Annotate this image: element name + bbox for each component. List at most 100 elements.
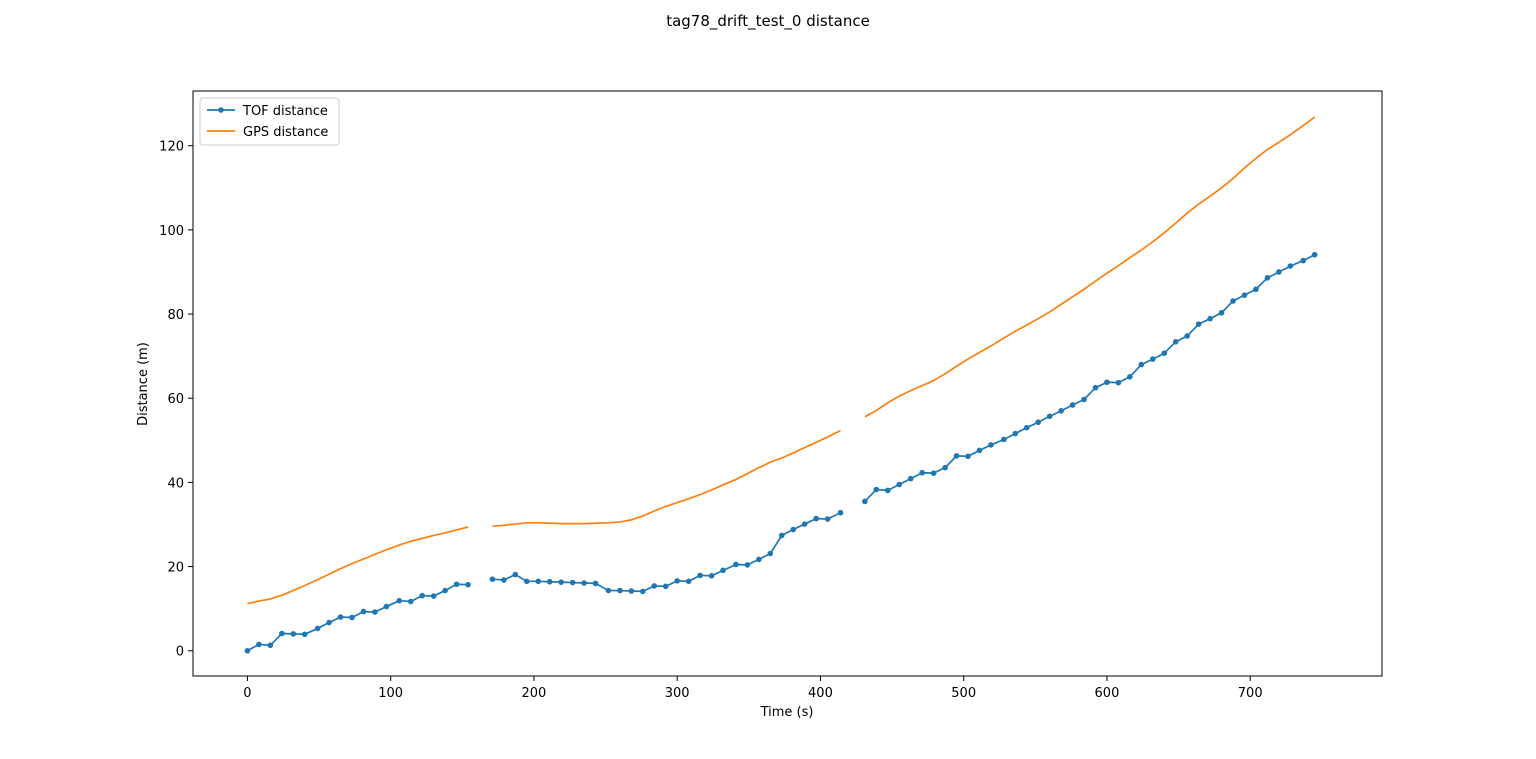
tof-distance-point [581, 580, 587, 586]
tof-distance-point [326, 619, 332, 626]
x-tick-label: 100 [378, 686, 403, 701]
x-tick-label: 500 [951, 686, 976, 701]
legend: TOF distance GPS distance [199, 97, 340, 146]
tof-distance-point [1276, 269, 1282, 275]
tof-distance-point [1287, 263, 1294, 269]
tof-distance-point [1092, 384, 1099, 391]
tof-distance-point [1264, 275, 1271, 281]
tof-distance-line [864, 253, 1316, 502]
tof-distance-line [492, 511, 841, 593]
tof-distance-point [778, 532, 785, 539]
tof-distance-point [1218, 309, 1225, 316]
tof-distance-point [1311, 251, 1318, 258]
legend-label-gps: GPS distance [243, 125, 328, 140]
tof-distance-point [1184, 333, 1190, 339]
tof-distance-point [592, 580, 599, 587]
tof-distance-point [942, 464, 948, 471]
tof-distance-point [1058, 408, 1064, 414]
tof-distance-point [988, 442, 994, 448]
tof-distance-point [1138, 361, 1145, 368]
tof-distance-point [244, 647, 251, 654]
tof-distance-point [558, 579, 564, 585]
tof-distance-point [1241, 292, 1248, 298]
tof-distance-point [569, 579, 576, 586]
gps-distance-line [247, 526, 469, 605]
tof-distance-point [1023, 424, 1030, 431]
tof-distance-point [685, 578, 692, 585]
tof-distance-point [372, 609, 378, 615]
tof-distance-point [651, 583, 658, 589]
y-tick-label: 100 [159, 224, 184, 239]
plot-frame [192, 90, 1383, 677]
x-axis: 0 100 200 300 400 500 600 700 [243, 676, 1263, 701]
tof-distance-point [453, 581, 460, 588]
tof-distance-point [279, 630, 285, 637]
tof-distance-point [1150, 356, 1156, 362]
tof-distance-point [628, 588, 635, 594]
x-tick-label: 600 [1095, 686, 1120, 701]
legend-label-tof: TOF distance [242, 104, 328, 119]
tof-distance-point [535, 578, 542, 585]
tof-distance-point [489, 576, 496, 582]
tof-distance-point [1207, 315, 1213, 322]
x-axis-title: Time (s) [760, 705, 814, 720]
tof-distance-point [837, 509, 844, 516]
tof-distance-point [1127, 373, 1133, 380]
tof-distance-point [1104, 379, 1110, 386]
tof-distance-point [349, 614, 355, 621]
tof-distance-point [430, 593, 437, 599]
x-tick-label: 200 [522, 686, 547, 701]
tof-distance-point [756, 556, 762, 563]
tof-distance-point [697, 572, 703, 579]
tof-distance-point [733, 561, 739, 568]
tof-distance-point [953, 453, 960, 459]
tof-distance-point [907, 475, 914, 482]
tof-distance-point [465, 581, 471, 588]
gps-distance-line [492, 429, 841, 528]
tof-distance-point [862, 498, 868, 505]
y-tick-label: 20 [167, 561, 184, 576]
tof-distance-point [337, 614, 344, 620]
tof-distance-point [360, 608, 367, 615]
tof-distance-point [708, 573, 715, 579]
legend-marker-tof [218, 107, 224, 113]
tof-distance-point [256, 641, 262, 648]
tof-distance-point [1069, 402, 1076, 408]
tof-distance-point [523, 578, 530, 585]
tof-distance-point [1161, 350, 1168, 357]
tof-distance-point [290, 631, 297, 637]
tof-distance-point [1001, 436, 1007, 443]
x-tick-label: 700 [1238, 686, 1263, 701]
chart-title: tag78_drift_test_0 distance [666, 12, 870, 31]
tof-distance-point [1172, 339, 1179, 345]
tof-distance-point [919, 469, 925, 476]
x-tick-label: 400 [808, 686, 833, 701]
tof-distance-point [824, 516, 831, 522]
tof-distance-point [884, 487, 891, 494]
tof-distance-point [442, 587, 448, 594]
tof-distance-point [1012, 430, 1019, 437]
y-tick-label: 40 [167, 476, 184, 491]
y-tick-label: 80 [167, 308, 184, 323]
tof-distance-point [1035, 419, 1041, 426]
tof-distance-point [267, 642, 274, 649]
tof-distance-point [640, 588, 646, 595]
tof-distance-point [1195, 321, 1202, 327]
tof-distance-point [605, 587, 612, 594]
tof-distance-point [662, 583, 669, 590]
tof-distance-point [1115, 379, 1122, 386]
tof-distance-point [546, 578, 553, 585]
tof-distance-point [674, 578, 680, 584]
tof-distance-point [790, 526, 797, 533]
tof-distance-point [801, 521, 808, 527]
tof-distance-point [976, 447, 983, 454]
tof-distance-point [1081, 396, 1087, 403]
x-tick-label: 0 [243, 686, 251, 701]
tof-distance-point [617, 587, 623, 594]
tof-distance-point [896, 481, 903, 488]
tof-distance-point [1230, 298, 1236, 304]
tof-distance-point [396, 597, 403, 604]
tof-distance-point [383, 603, 390, 610]
tof-distance-point [314, 625, 321, 632]
tof-distance-point [965, 453, 971, 460]
